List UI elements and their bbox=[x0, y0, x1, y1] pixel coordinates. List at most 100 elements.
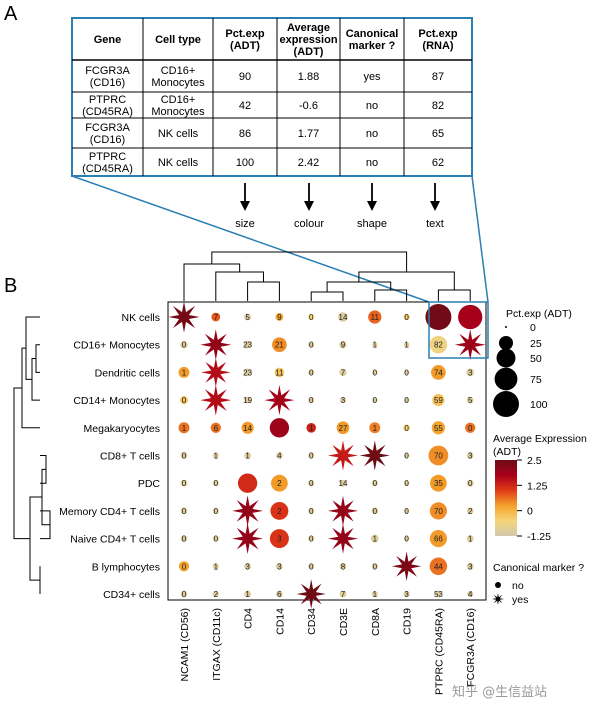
cell-3-0-line-1: (CD45RA) bbox=[82, 163, 133, 175]
dot-0-4 bbox=[308, 313, 315, 321]
col-dendro-branch bbox=[215, 271, 264, 301]
dot-8-9 bbox=[466, 535, 474, 542]
dot-star-8-5 bbox=[327, 523, 359, 554]
dot-8-3 bbox=[269, 529, 289, 549]
dot-text-7-6: 0 bbox=[373, 507, 378, 516]
dot-text-8-8: 66 bbox=[434, 535, 443, 544]
dot-text-10-7: 3 bbox=[404, 590, 409, 599]
column-label-4: CD34 bbox=[306, 608, 318, 635]
dot-text-4-2: 14 bbox=[243, 424, 252, 433]
size-legend-label-1: 25 bbox=[530, 338, 542, 350]
dot-text-8-0: 0 bbox=[182, 535, 187, 544]
color-tick-label-1: 1.25 bbox=[527, 480, 548, 492]
dot-text-5-0: 0 bbox=[182, 452, 187, 461]
dot-10-0 bbox=[180, 590, 188, 598]
row-labels: NK cells CD16+ Monocytes Dendritic cells CD… bbox=[59, 312, 160, 601]
row-label-8: Naive CD4+ T cells bbox=[70, 534, 160, 546]
dot-text-1-7: 1 bbox=[404, 341, 409, 350]
dot-text-6-6: 0 bbox=[373, 479, 378, 488]
dot-5-3 bbox=[276, 452, 283, 459]
dot-text-6-8: 35 bbox=[434, 479, 443, 488]
dot-star-5-6 bbox=[359, 440, 390, 471]
size-legend-dot-1 bbox=[499, 336, 513, 350]
dot-8-7 bbox=[403, 535, 410, 542]
dot-6-0 bbox=[180, 479, 188, 487]
dot-star-1-1 bbox=[200, 329, 232, 361]
row-label-5: CD8+ T cells bbox=[100, 451, 160, 463]
dot-text-6-5: 14 bbox=[339, 479, 348, 488]
dot-text-1-2: 23 bbox=[243, 341, 252, 350]
dot-star-2-1 bbox=[201, 357, 231, 388]
dot-text-7-3: 2 bbox=[277, 507, 282, 516]
color-legend-title-1: Average Expression bbox=[493, 433, 587, 445]
arrow-head-2 bbox=[367, 201, 377, 211]
dot-10-9 bbox=[467, 590, 474, 598]
dot-9-5 bbox=[339, 562, 347, 570]
dot-5-8 bbox=[428, 445, 449, 466]
dot-0-1 bbox=[211, 312, 221, 322]
dot-star-3-1 bbox=[200, 384, 232, 416]
dot-3-5 bbox=[339, 397, 347, 404]
dot-text-6-0: 0 bbox=[182, 479, 187, 488]
cell-3-0-line-0: PTPRC bbox=[89, 151, 126, 163]
color-scale-bar bbox=[495, 460, 517, 536]
dot-4-9 bbox=[465, 422, 476, 433]
dot-text-4-5: 27 bbox=[339, 424, 348, 433]
dot-4-5 bbox=[336, 421, 350, 435]
dot-text-1-6: 1 bbox=[373, 341, 378, 350]
dot-9-9 bbox=[466, 562, 474, 570]
dot-4-0 bbox=[178, 422, 190, 434]
dot-1-0 bbox=[180, 341, 188, 349]
cell-1-1-line-1: Monocytes bbox=[151, 106, 205, 118]
dot-8-1 bbox=[212, 535, 219, 542]
dot-text-3-4: 0 bbox=[309, 396, 314, 405]
dot-text-7-1: 0 bbox=[214, 507, 219, 516]
cell-3-2-line-0: 100 bbox=[236, 157, 254, 169]
cell-0-2-line-0: 90 bbox=[239, 71, 251, 83]
dot-5-4 bbox=[308, 452, 315, 459]
color-tick-label-2: 0 bbox=[527, 506, 533, 518]
col-dendro-branch bbox=[358, 271, 455, 290]
size-legend-label-2: 50 bbox=[530, 353, 542, 365]
dot-6-1 bbox=[212, 480, 219, 487]
dot-text-0-3: 9 bbox=[277, 313, 282, 322]
dot-text-9-0: 0 bbox=[182, 562, 187, 571]
row-dendrogram bbox=[13, 316, 51, 594]
dot-text-9-6: 0 bbox=[373, 562, 378, 571]
dot-text-8-3: 3 bbox=[277, 535, 282, 544]
cell-0-4-line-0: yes bbox=[363, 71, 381, 83]
mapping-label-0: size bbox=[235, 218, 255, 230]
header-5-line-1: (RNA) bbox=[422, 40, 453, 52]
dot-6-7 bbox=[403, 480, 410, 486]
dot-1-2 bbox=[243, 340, 252, 349]
dot-7-0 bbox=[180, 507, 188, 515]
dot-text-6-3: 2 bbox=[277, 479, 282, 488]
cell-1-5-line-0: 82 bbox=[432, 100, 444, 112]
dot-2-2 bbox=[243, 368, 252, 377]
dot-text-0-7: 0 bbox=[404, 313, 409, 322]
dot-text-1-4: 0 bbox=[309, 341, 314, 350]
dot-text-0-5: 14 bbox=[339, 313, 348, 322]
cell-1-0-line-0: PTPRC bbox=[89, 94, 126, 106]
size-legend-label-3: 75 bbox=[530, 374, 542, 386]
dot-text-0-6: 11 bbox=[371, 313, 380, 322]
arrow-head-3 bbox=[430, 201, 440, 211]
dot-4-6 bbox=[369, 422, 381, 434]
dot-0-6 bbox=[368, 310, 382, 324]
row-label-2: Dendritic cells bbox=[95, 367, 160, 379]
dot-text-6-9: 0 bbox=[468, 479, 473, 488]
dot-text-4-6: 1 bbox=[373, 424, 378, 433]
dot-7-9 bbox=[466, 507, 474, 515]
watermark: 知乎 @生信益站 bbox=[452, 684, 547, 700]
row-dendro-branch bbox=[25, 316, 40, 380]
dot-3-2 bbox=[244, 396, 252, 404]
dot-text-6-1: 0 bbox=[214, 479, 219, 488]
dot-6-4 bbox=[308, 480, 315, 487]
dot-9-1 bbox=[212, 563, 219, 570]
dot-text-9-2: 3 bbox=[245, 562, 250, 571]
shape-legend-circle bbox=[495, 582, 501, 588]
dot-text-7-0: 0 bbox=[182, 507, 187, 516]
row-label-9: B lymphocytes bbox=[92, 561, 160, 573]
dot-text-3-9: 5 bbox=[468, 396, 473, 405]
dot-star-5-5 bbox=[327, 440, 359, 471]
